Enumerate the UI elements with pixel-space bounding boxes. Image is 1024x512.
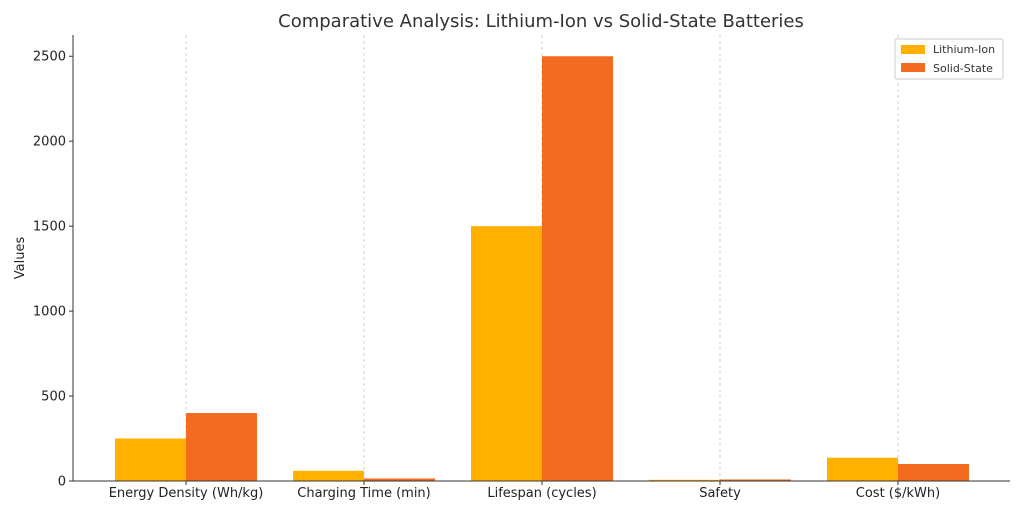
bar-lithium-ion-2 <box>471 226 542 481</box>
bar-solid-state-1 <box>364 478 435 481</box>
legend-swatch-solid-state <box>901 63 925 72</box>
x-tick-label: Safety <box>699 486 741 501</box>
y-tick-label: 2500 <box>33 50 66 65</box>
y-tick-label: 0 <box>58 475 66 490</box>
legend-label-solid-state: Solid-State <box>933 62 993 75</box>
x-tick-label: Energy Density (Wh/kg) <box>109 486 264 501</box>
y-tick-label: 500 <box>41 390 66 405</box>
y-tick-label: 1000 <box>33 305 66 320</box>
bar-solid-state-2 <box>542 56 613 481</box>
bar-lithium-ion-1 <box>293 470 364 481</box>
x-tick-label: Lifespan (cycles) <box>487 486 596 501</box>
y-tick-label: 2000 <box>33 135 66 150</box>
bar-lithium-ion-3 <box>649 479 720 481</box>
legend-label-lithium-ion: Lithium-Ion <box>933 43 995 56</box>
legend: Lithium-Ion Solid-State <box>894 38 1004 80</box>
chart-title: Comparative Analysis: Lithium-Ion vs Sol… <box>278 11 804 32</box>
y-ticks: 0 500 1000 1500 2000 2500 <box>33 50 73 490</box>
y-axis-label: Values <box>13 237 28 280</box>
bar-solid-state-0 <box>186 413 257 481</box>
bar-solid-state-4 <box>898 464 969 481</box>
bar-solid-state-3 <box>720 479 791 481</box>
x-tick-label: Cost ($/kWh) <box>856 486 940 501</box>
bar-lithium-ion-4 <box>827 457 898 481</box>
x-ticks: Energy Density (Wh/kg) Charging Time (min… <box>109 481 940 501</box>
bars <box>115 56 969 481</box>
x-tick-label: Charging Time (min) <box>297 486 431 501</box>
bar-lithium-ion-0 <box>115 438 186 481</box>
y-tick-label: 1500 <box>33 220 66 235</box>
legend-swatch-lithium-ion <box>901 45 925 54</box>
